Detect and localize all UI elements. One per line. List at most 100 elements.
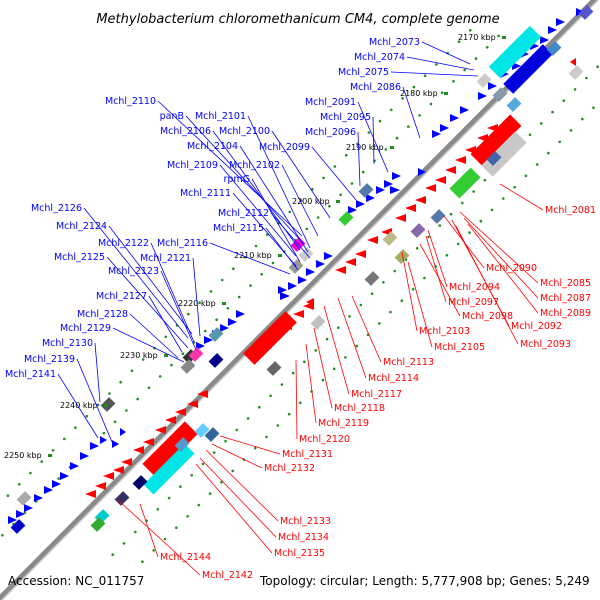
reverse-gene-arrow: [103, 472, 114, 480]
forward-gene-arrow: [450, 114, 459, 122]
gc-dot: [102, 431, 106, 435]
reverse-gene-arrow: [95, 482, 106, 490]
reverse-leader-line: [313, 327, 333, 409]
gc-dot: [224, 439, 227, 443]
gc-dot: [220, 278, 224, 282]
gc-dot: [540, 122, 543, 125]
tick-mark: [390, 146, 394, 149]
gc-dot: [445, 254, 449, 257]
gc-dot: [305, 227, 309, 231]
forward-gene-arrow: [8, 516, 17, 524]
kbp-tick-label: 2190 kbp: [346, 143, 384, 152]
forward-gene-label: Mchl_2101: [195, 111, 246, 122]
gc-dot: [152, 549, 155, 552]
gc-dot: [253, 446, 257, 450]
reverse-gene-label: Mchl_2119: [318, 418, 369, 429]
tick-mark: [222, 302, 226, 305]
forward-gene-label: Mchl_2121: [140, 253, 191, 264]
forward-leader-line: [406, 56, 475, 71]
gc-dot: [235, 428, 239, 432]
feature-chip: [90, 517, 106, 532]
forward-gene-label: Mchl_2116: [157, 238, 208, 249]
tick-mark: [444, 92, 448, 95]
gc-dot: [401, 97, 404, 100]
gc-dot: [6, 494, 10, 498]
gc-dot: [179, 485, 182, 488]
gc-dot: [469, 29, 472, 32]
reverse-gene-arrow: [165, 416, 176, 424]
reverse-leader-line: [427, 229, 448, 288]
feature-chip: [364, 271, 380, 286]
reverse-gene-label: Mchl_2117: [351, 389, 402, 400]
gc-dot: [258, 405, 261, 409]
gc-dot: [456, 242, 460, 246]
reverse-gene-arrow: [570, 58, 576, 66]
gc-dot: [63, 437, 66, 441]
feature-chip: [476, 73, 492, 88]
forward-gene-arrow: [44, 486, 53, 494]
reverse-gene-label: Mchl_2097: [448, 297, 499, 308]
forward-gene-label: Mchl_2073: [369, 37, 420, 48]
gc-dot: [170, 363, 173, 367]
gc-dot: [440, 91, 444, 94]
reverse-gene-label: Mchl_2098: [462, 311, 513, 322]
tick-mark: [336, 200, 340, 203]
gc-dot: [215, 318, 218, 322]
reverse-gene-block: [243, 311, 297, 365]
forward-gene-arrow: [306, 268, 315, 276]
reverse-gene-label: Mchl_2133: [280, 516, 331, 527]
gc-dot: [497, 34, 500, 38]
forward-leader-line: [94, 342, 101, 403]
cyan-block: [143, 443, 195, 495]
genome-info-text: Topology: circular; Length: 5,777,908 bp…: [259, 574, 590, 588]
gc-dot: [438, 224, 442, 227]
forward-gene-arrow: [392, 172, 401, 180]
gc-dot: [167, 496, 171, 500]
feature-chip: [10, 519, 26, 534]
forward-gene-arrow: [34, 494, 43, 502]
reverse-leader-line: [463, 217, 539, 299]
forward-gene-arrow: [366, 194, 375, 202]
reverse-gene-arrow: [133, 446, 144, 454]
forward-gene-arrow: [478, 92, 487, 100]
forward-gene-arrow: [100, 436, 107, 444]
tick-mark: [502, 36, 506, 39]
gc-dot: [361, 170, 365, 174]
reverse-gene-label: Mchl_2087: [540, 293, 591, 304]
feature-chip: [394, 249, 410, 264]
forward-leader-line: [421, 41, 471, 65]
forward-gene-arrow: [16, 510, 25, 518]
forward-gene-label: Mchl_2110: [105, 96, 156, 107]
forward-leader-line: [271, 130, 331, 219]
forward-leader-line: [270, 212, 311, 259]
forward-gene-label: Mchl_2125: [54, 252, 105, 263]
gc-dot: [427, 235, 430, 239]
gc-dot: [141, 358, 145, 361]
forward-gene-label: Mchl_2122: [98, 238, 149, 249]
reverse-gene-arrow: [405, 204, 416, 212]
reverse-leader-line: [323, 305, 350, 395]
feature-chip: [208, 327, 224, 342]
reverse-gene-arrow: [355, 250, 366, 258]
forward-gene-label: Mchl_2074: [354, 52, 405, 63]
forward-gene-label: Mchl_2104: [187, 141, 238, 152]
tick-mark: [48, 454, 52, 457]
gc-dot: [344, 153, 348, 157]
gc-dot: [348, 315, 351, 318]
forward-leader-line: [239, 145, 309, 253]
forward-gene-label: Mchl_2086: [350, 82, 401, 93]
gc-dot: [141, 560, 144, 563]
forward-gene-arrow: [384, 180, 393, 188]
forward-gene-arrow: [390, 186, 400, 194]
forward-gene-label: Mchl_2129: [60, 323, 111, 334]
gc-dot: [175, 526, 178, 529]
forward-gene-arrow: [540, 36, 549, 44]
gc-dot: [147, 386, 151, 390]
feature-chip: [338, 211, 354, 226]
gc-dot: [40, 460, 43, 463]
reverse-leader-line: [219, 435, 281, 455]
gc-dot: [17, 483, 21, 486]
tick-mark: [164, 354, 168, 357]
reverse-gene-label: Mchl_2105: [434, 342, 485, 353]
gc-dot: [449, 212, 453, 216]
